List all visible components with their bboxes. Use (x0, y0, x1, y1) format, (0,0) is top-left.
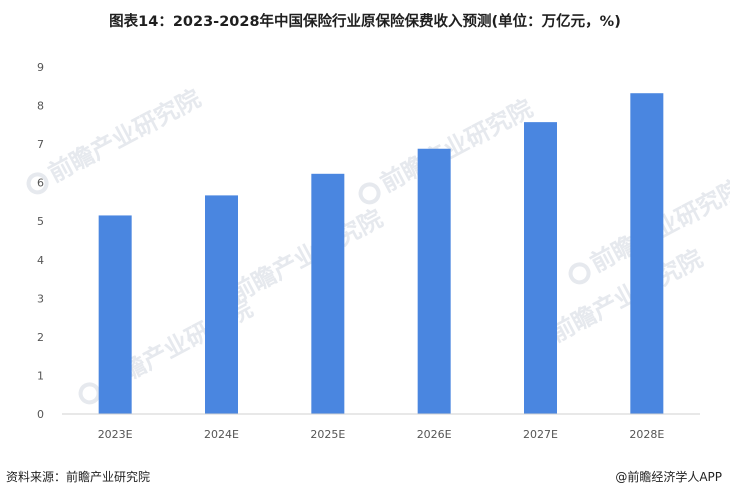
y-tick-label: 0 (37, 408, 44, 421)
y-tick-label: 1 (37, 369, 44, 382)
bar-2027E (524, 122, 557, 414)
x-tick-label: 2025E (310, 428, 345, 441)
bar-2024E (205, 195, 238, 414)
x-tick-label: 2026E (417, 428, 452, 441)
bar-2025E (311, 173, 345, 414)
y-tick-label: 7 (37, 138, 44, 151)
x-tick-label: 2027E (523, 428, 558, 441)
credit-note: @前瞻经济学人APP (615, 470, 722, 484)
x-tick-label: 2024E (204, 428, 239, 441)
y-tick-label: 9 (37, 61, 44, 74)
bar-2028E (630, 93, 664, 415)
bar-2026E (417, 148, 451, 414)
y-tick-label: 4 (37, 254, 44, 267)
bar-series (98, 93, 664, 415)
source-note: 资料来源：前瞻产业研究院 (6, 470, 151, 484)
bar-2023E (98, 215, 132, 414)
x-tick-label: 2023E (98, 428, 133, 441)
x-tick-label: 2028E (629, 428, 664, 441)
y-tick-label: 2 (37, 331, 44, 344)
x-axis: 2023E 2024E 2025E 2026E 2027E 2028E (98, 428, 665, 441)
chart-title: 图表14：2023-2028年中国保险行业原保险保费收入预测(单位：万亿元，%) (109, 14, 621, 30)
bar-chart: 0 1 2 3 4 5 6 7 8 9 2023E 2024E 2025E 2026E 2027E 2028… (37, 61, 700, 441)
y-tick-label: 5 (37, 215, 44, 228)
y-tick-label: 6 (37, 177, 44, 190)
y-tick-label: 3 (37, 292, 44, 305)
y-tick-label: 8 (37, 100, 44, 113)
y-axis: 0 1 2 3 4 5 6 7 8 9 (37, 61, 44, 421)
